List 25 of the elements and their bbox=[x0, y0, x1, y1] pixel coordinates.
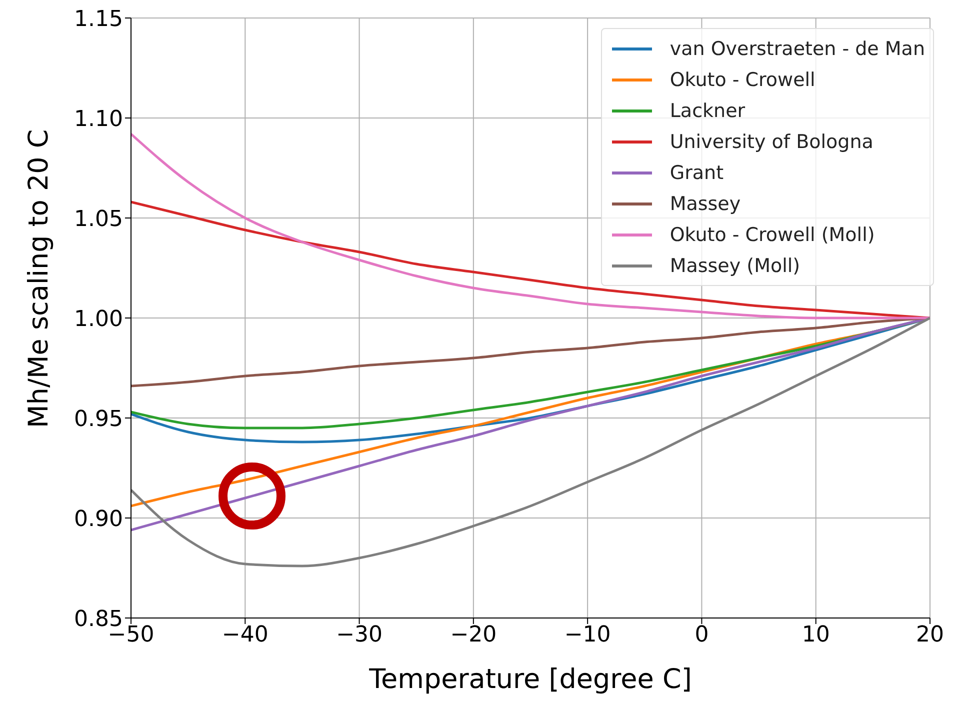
legend-label: van Overstraeten - de Man bbox=[670, 38, 925, 60]
x-tick-label: −20 bbox=[450, 622, 497, 648]
x-tick-label: 10 bbox=[802, 622, 830, 648]
line-series bbox=[131, 132, 930, 320]
legend-label: Lackner bbox=[670, 100, 746, 122]
legend-label: Okuto - Crowell (Moll) bbox=[670, 224, 875, 246]
y-tick-label: 1.05 bbox=[74, 206, 123, 232]
y-tick-label: 1.10 bbox=[74, 106, 123, 132]
x-tick-label: −40 bbox=[222, 622, 268, 648]
legend-label: Massey (Moll) bbox=[670, 254, 800, 276]
y-tick-label: 1.15 bbox=[74, 6, 123, 32]
y-tick-label: 0.85 bbox=[74, 606, 123, 632]
x-axis-title: Temperature [degree C] bbox=[368, 664, 692, 695]
y-axis-title: Mh/Me scaling to 20 C bbox=[24, 129, 55, 428]
x-tick-label: 20 bbox=[916, 622, 944, 648]
legend-label: Okuto - Crowell bbox=[670, 68, 816, 90]
x-tick-label: 0 bbox=[694, 622, 709, 648]
y-tick-label: 1.00 bbox=[74, 306, 123, 332]
x-tick-label: −30 bbox=[336, 622, 383, 648]
x-tick-label: −10 bbox=[564, 622, 611, 648]
y-tick-label: 0.90 bbox=[74, 506, 123, 532]
legend-label: University of Bologna bbox=[670, 130, 874, 152]
legend-label: Grant bbox=[670, 162, 724, 184]
legend-label: Massey bbox=[670, 192, 741, 214]
y-tick-label: 0.95 bbox=[74, 406, 123, 432]
